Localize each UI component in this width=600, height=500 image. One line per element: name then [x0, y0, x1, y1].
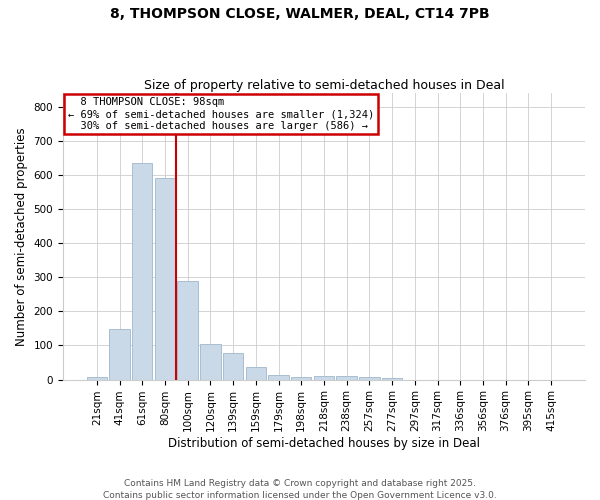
Bar: [245, 367, 266, 380]
Bar: [200, 344, 221, 380]
X-axis label: Distribution of semi-detached houses by size in Deal: Distribution of semi-detached houses by …: [168, 437, 480, 450]
Text: 8 THOMPSON CLOSE: 98sqm
← 69% of semi-detached houses are smaller (1,324)
  30% : 8 THOMPSON CLOSE: 98sqm ← 69% of semi-de…: [68, 98, 374, 130]
Bar: [314, 376, 334, 380]
Bar: [359, 377, 380, 380]
Bar: [109, 329, 130, 380]
Bar: [382, 378, 403, 380]
Y-axis label: Number of semi-detached properties: Number of semi-detached properties: [15, 127, 28, 346]
Bar: [132, 163, 152, 380]
Bar: [337, 376, 357, 380]
Bar: [268, 375, 289, 380]
Text: Contains HM Land Registry data © Crown copyright and database right 2025.
Contai: Contains HM Land Registry data © Crown c…: [103, 478, 497, 500]
Bar: [223, 354, 244, 380]
Bar: [155, 178, 175, 380]
Bar: [178, 280, 198, 380]
Bar: [291, 377, 311, 380]
Text: 8, THOMPSON CLOSE, WALMER, DEAL, CT14 7PB: 8, THOMPSON CLOSE, WALMER, DEAL, CT14 7P…: [110, 8, 490, 22]
Bar: [86, 377, 107, 380]
Title: Size of property relative to semi-detached houses in Deal: Size of property relative to semi-detach…: [143, 79, 504, 92]
